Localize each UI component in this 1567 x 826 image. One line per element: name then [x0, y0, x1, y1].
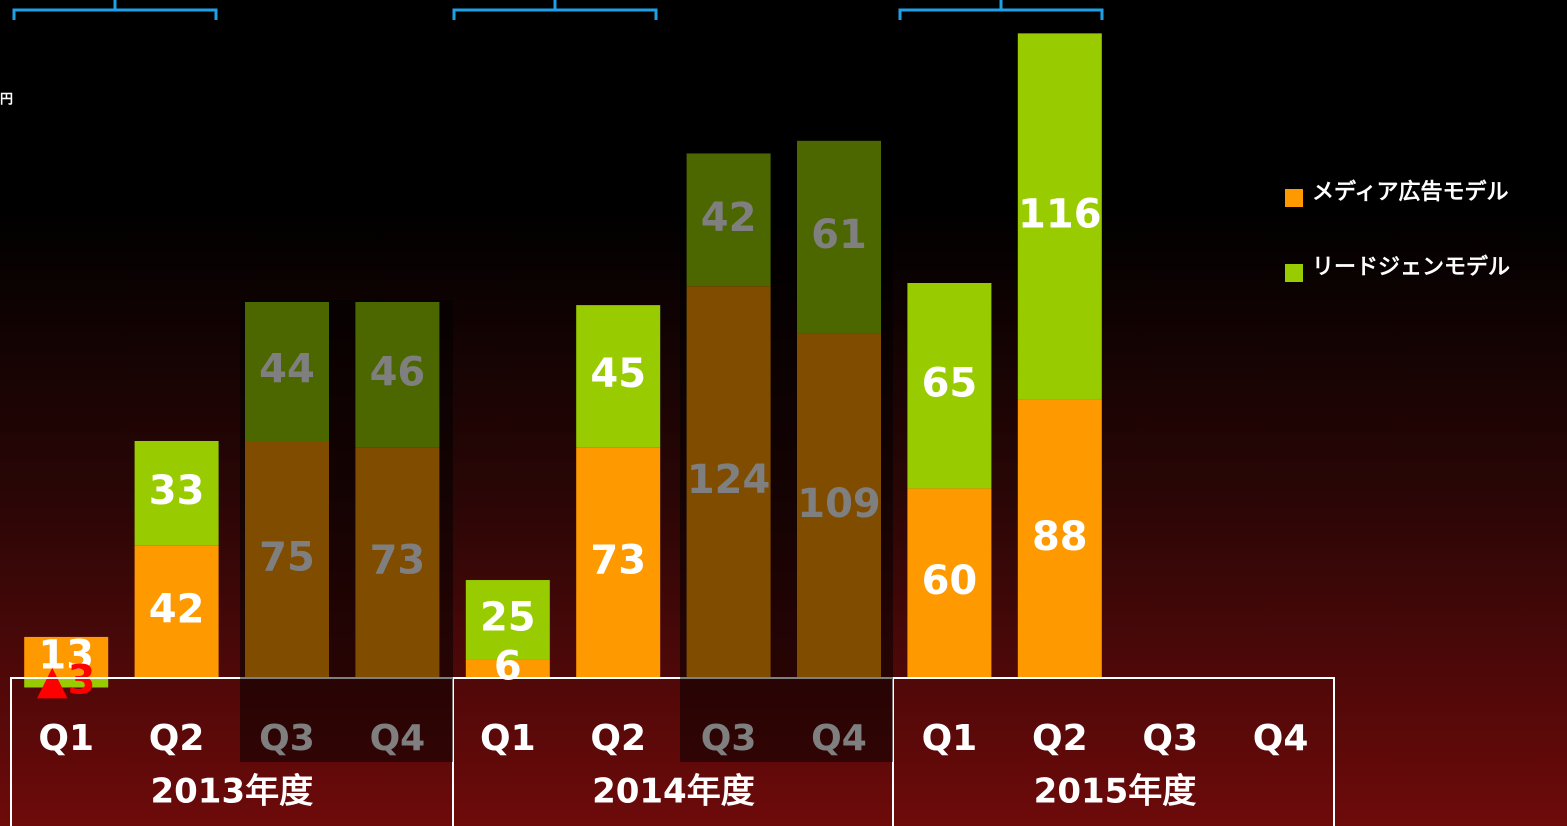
x-tick-label: Q2 [1032, 718, 1088, 759]
x-tick-label: Q3 [1142, 718, 1198, 759]
data-label: 65 [922, 361, 978, 407]
data-label: 25 [480, 595, 536, 641]
group-label: 2014年度 [592, 772, 755, 812]
bar-segment [465, 580, 550, 660]
dim-overlay [680, 140, 893, 762]
year-brackets [12, 0, 1104, 20]
bar-segment [24, 678, 109, 688]
x-tick-label: Q1 [480, 718, 536, 759]
unit-label: 円 [0, 93, 13, 108]
x-tick-label: Q2 [590, 718, 646, 759]
group-label: 2015年度 [1034, 772, 1197, 812]
data-label: 13 [38, 632, 94, 678]
bar-segment [134, 545, 219, 678]
dim-overlay [240, 300, 453, 762]
x-axis: Q1Q2Q3Q4Q1Q2Q3Q4Q1Q2Q3Q42013年度2014年度2015… [38, 718, 1308, 812]
legend-label: メディア広告モデル [1312, 179, 1508, 205]
bracket [898, 0, 1104, 20]
legend-swatch [1285, 189, 1303, 207]
data-label: 45 [590, 351, 646, 397]
x-tick-label: Q1 [38, 718, 94, 759]
bracket [12, 0, 218, 20]
bar-segment [907, 283, 992, 489]
bar-segment [907, 488, 992, 678]
bar-segment [576, 447, 661, 678]
data-label: ▲3 [37, 658, 96, 704]
data-label: 60 [922, 558, 978, 604]
bar-segment [465, 659, 550, 678]
data-label: 6 [494, 644, 522, 690]
table-frame [10, 677, 1335, 826]
bar-segment [134, 441, 219, 546]
group-label: 2013年度 [150, 772, 313, 812]
bracket [452, 0, 658, 20]
x-tick-label: Q1 [922, 718, 978, 759]
legend-label: リードジェンモデル [1312, 254, 1510, 280]
x-tick-label: Q2 [149, 718, 205, 759]
bar-segment [576, 305, 661, 448]
legend-swatch [1285, 264, 1303, 282]
bar-segment [1017, 399, 1102, 678]
bar-segment [1017, 33, 1102, 400]
data-label: 116 [1018, 192, 1102, 238]
data-label: 42 [149, 587, 205, 633]
data-label: 73 [590, 538, 646, 584]
x-tick-label: Q4 [1253, 718, 1309, 759]
bar-segment [24, 636, 109, 678]
data-label: 88 [1032, 514, 1088, 560]
data-label: 33 [149, 468, 205, 514]
